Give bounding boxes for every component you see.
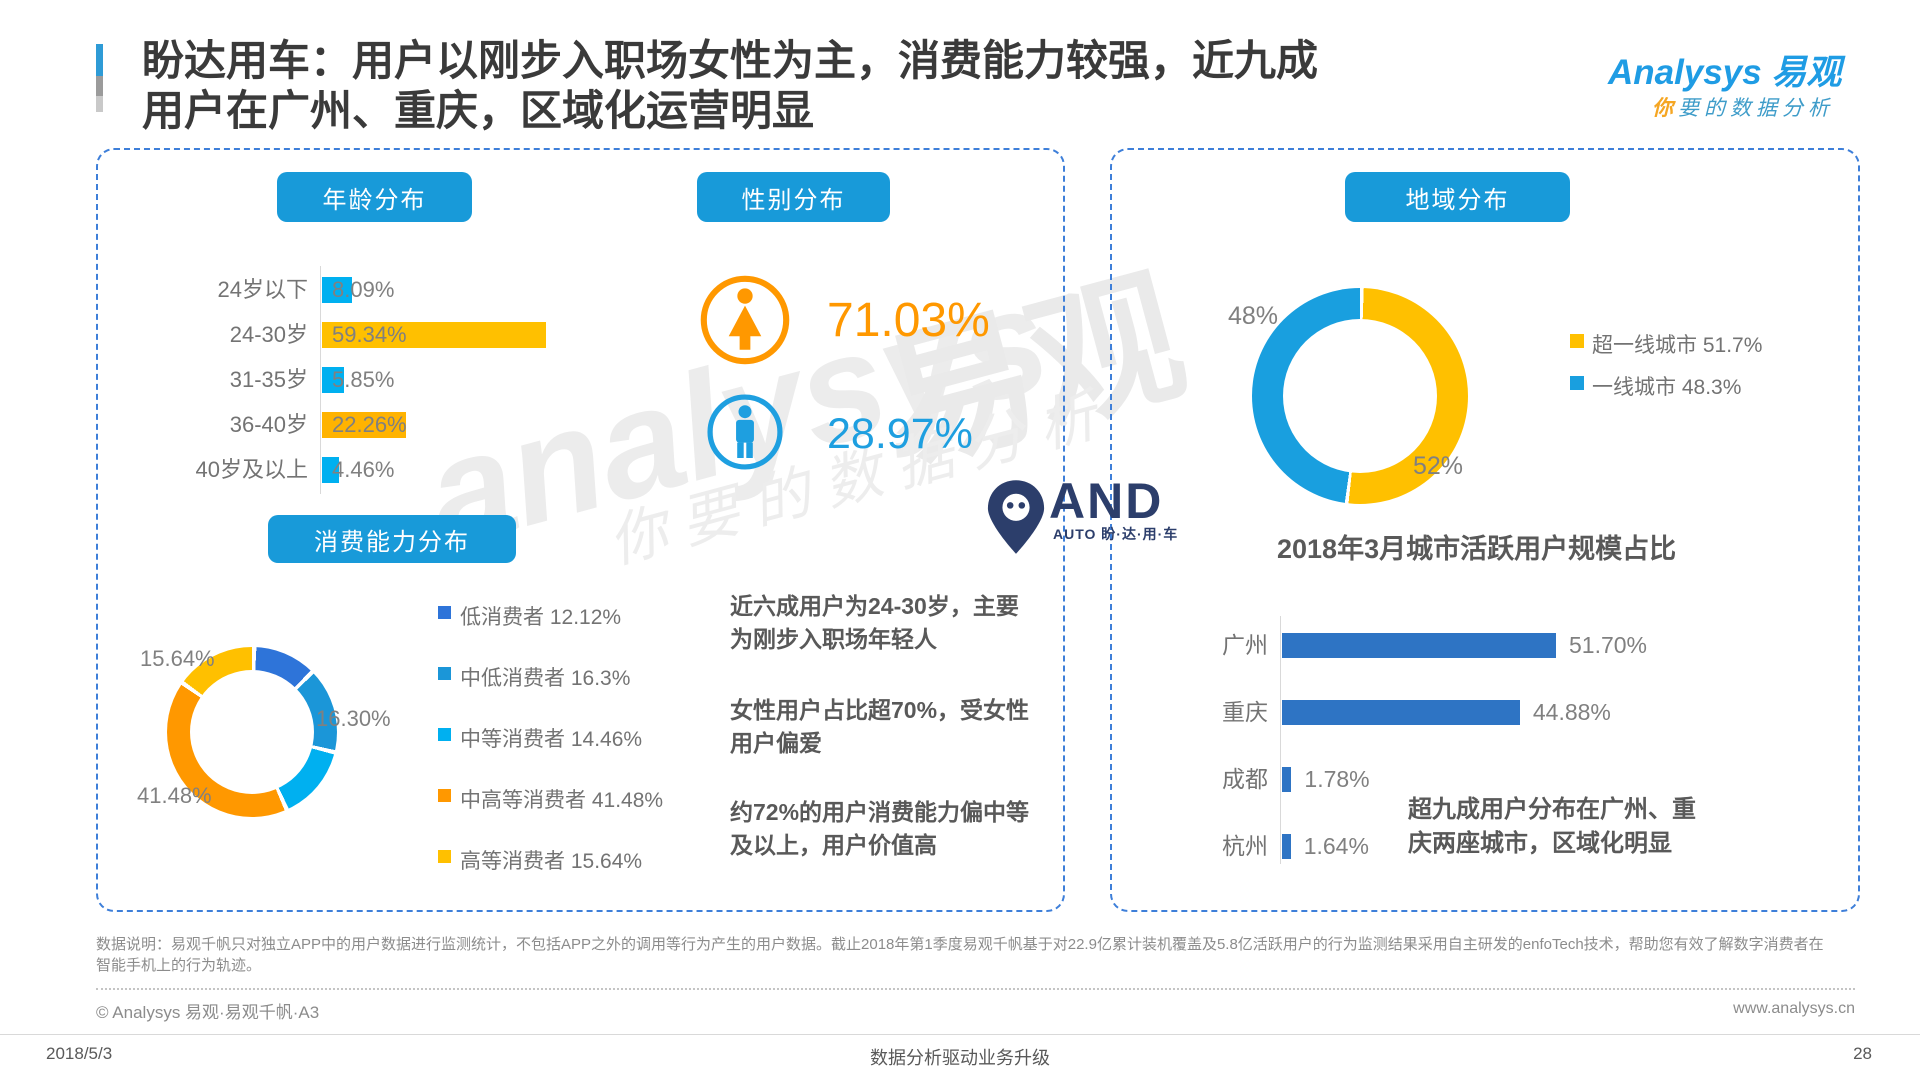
panda-pin-icon	[985, 478, 1047, 561]
age-bar	[322, 412, 406, 438]
city-label: 成都	[1222, 766, 1268, 792]
footer-slogan: 数据分析驱动业务升级	[870, 1048, 1050, 1068]
age-chart-header: 年龄分布	[277, 172, 472, 222]
panda-auto-logo: AND AUTO 盼·达·用·车	[985, 473, 1205, 568]
region-donut-hole	[1283, 319, 1437, 473]
city-chart-title: 2018年3月城市活跃用户规模占比	[1277, 534, 1677, 564]
age-value-label: 5.85%	[332, 367, 395, 392]
footer-dotted-divider	[96, 988, 1855, 990]
copyright: © Analysys 易观·易观千帆·A3	[96, 1003, 320, 1022]
consumption-callout-high: 15.64%	[140, 646, 215, 671]
legend-label: 低消费者 12.12%	[460, 606, 622, 629]
city-bar	[1282, 767, 1292, 792]
page-title-line2: 用户在广州、重庆，区域化运营明显	[142, 87, 815, 134]
tagline-rest: 要的数据分析	[1678, 96, 1834, 120]
age-value-label: 4.46%	[332, 457, 395, 482]
city-bar-row: 1.64%	[1282, 833, 1369, 859]
legend-swatch	[1570, 334, 1584, 348]
consumption-chart-header: 消费能力分布	[268, 515, 516, 563]
legend-label: 高等消费者 15.64%	[460, 850, 643, 873]
age-value-label: 59.34%	[332, 322, 407, 347]
age-chart-axis	[320, 266, 321, 494]
age-value-label: 22.26%	[332, 412, 407, 437]
city-bar-row: 51.70%	[1282, 632, 1648, 658]
region-chart-header: 地域分布	[1345, 172, 1570, 222]
age-category-label: 24-30岁	[229, 322, 308, 347]
region-label-yellow: 52%	[1413, 452, 1464, 480]
insight-age: 近六成用户为24-30岁，主要为刚步入职场年轻人	[730, 593, 1019, 652]
age-bar	[322, 322, 546, 348]
region-label-blue: 48%	[1228, 302, 1279, 330]
data-note: 数据说明：易观千帆只对独立APP中的用户数据进行监测统计，不包括APP之外的调用…	[96, 936, 1824, 974]
left-panel-border	[96, 148, 1065, 912]
age-bar	[322, 367, 345, 393]
insight-gender: 女性用户占比超70%，受女性用户偏爱	[730, 697, 1030, 756]
city-bar	[1282, 834, 1291, 859]
tagline-accent-char: 你	[1652, 96, 1678, 120]
website-link[interactable]: www.analysys.cn	[1733, 1000, 1855, 1017]
city-label: 广州	[1222, 632, 1268, 658]
legend-label: 中等消费者 14.46%	[460, 728, 643, 751]
age-bar	[322, 277, 353, 303]
legend-swatch	[438, 667, 451, 680]
city-value-label: 44.88%	[1532, 699, 1611, 725]
age-bar	[322, 457, 339, 483]
city-label: 重庆	[1222, 699, 1268, 725]
region-donut-chart	[1252, 288, 1468, 504]
city-chart-axis	[1280, 616, 1281, 864]
legend-swatch	[438, 728, 451, 741]
analysys-logo: Analysys 易观	[1608, 53, 1842, 92]
page-number: 28	[1853, 1044, 1872, 1063]
right-panel-border	[1110, 148, 1860, 912]
analysys-logo-tagline: 你要的数据分析	[1652, 92, 1834, 122]
female-icon	[699, 274, 791, 371]
gender-chart-header: 性别分布	[697, 172, 890, 222]
age-category-label: 36-40岁	[229, 412, 308, 437]
city-label: 杭州	[1222, 833, 1268, 859]
city-value-label: 1.64%	[1303, 833, 1369, 859]
city-value-label: 51.70%	[1569, 632, 1648, 658]
age-value-label: 8.09%	[332, 277, 395, 302]
legend-label: 超一线城市 51.7%	[1592, 334, 1763, 357]
footer-divider	[0, 1034, 1920, 1035]
city-bar-row: 44.88%	[1282, 699, 1611, 725]
consumption-callout-midlow: 16.30%	[316, 706, 391, 731]
insight-consumption: 约72%的用户消费能力偏中等及以上，用户价值高	[730, 799, 1030, 858]
age-category-label: 24岁以下	[217, 277, 308, 302]
title-accent-bar-light	[96, 96, 103, 112]
panda-logo-subtext: AUTO 盼·达·用·车	[1053, 526, 1179, 542]
city-bar	[1282, 633, 1556, 658]
title-accent-bar-gray	[96, 76, 103, 96]
consumption-donut-hole	[190, 670, 314, 794]
city-bar	[1282, 700, 1520, 725]
title-accent-bar-blue	[96, 44, 103, 76]
male-icon	[706, 393, 784, 476]
insight-region: 超九成用户分布在广州、重庆两座城市，区域化明显	[1408, 796, 1696, 857]
consumption-callout-midhigh: 41.48%	[137, 783, 212, 808]
footer-date: 2018/5/3	[46, 1044, 113, 1063]
consumption-donut-chart	[167, 647, 337, 817]
legend-swatch	[438, 789, 451, 802]
age-category-label: 40岁及以上	[195, 457, 308, 482]
legend-swatch	[1570, 376, 1584, 390]
legend-swatch	[438, 606, 451, 619]
page-title-line1: 盼达用车：用户以刚步入职场女性为主，消费能力较强，近九成	[142, 37, 1319, 84]
male-percentage: 28.97%	[827, 410, 973, 458]
legend-label: 中低消费者 16.3%	[460, 667, 631, 690]
legend-swatch	[438, 850, 451, 863]
panda-logo-text: AND	[1049, 473, 1164, 529]
city-bar-row: 1.78%	[1282, 766, 1370, 792]
female-percentage: 71.03%	[827, 294, 990, 347]
city-value-label: 1.78%	[1304, 766, 1370, 792]
legend-label: 一线城市 48.3%	[1592, 376, 1742, 399]
legend-label: 中高等消费者 41.48%	[460, 789, 664, 812]
age-category-label: 31-35岁	[229, 367, 308, 392]
